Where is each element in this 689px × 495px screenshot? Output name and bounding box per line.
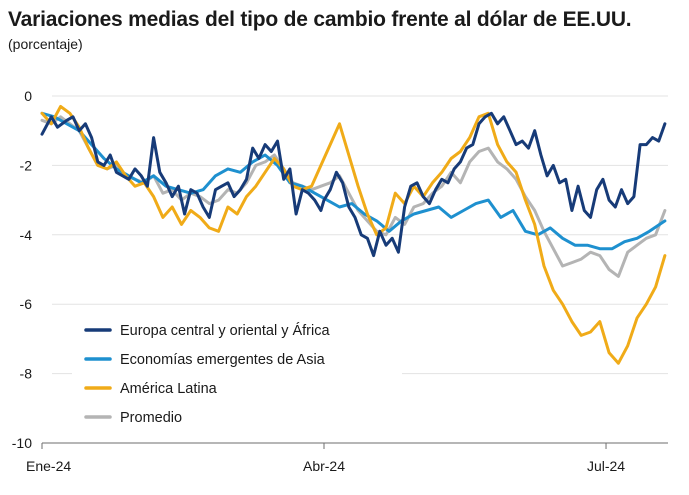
series-line <box>40 111 667 251</box>
series-line <box>40 115 667 278</box>
x-tick-label: Abr-24 <box>303 458 345 474</box>
x-axis: Ene-24 Abr-24 Jul-24 <box>26 442 668 474</box>
legend-label: Promedio <box>120 410 182 426</box>
legend-label: América Latina <box>120 381 218 397</box>
y-tick-label: 0 <box>24 88 32 104</box>
chart-subtitle: (porcentaje) <box>8 36 83 52</box>
legend-background <box>72 310 402 436</box>
y-tick-label: -4 <box>20 227 33 243</box>
x-tick-label: Jul-24 <box>587 458 625 474</box>
chart-title: Variaciones medias del tipo de cambio fr… <box>8 8 632 31</box>
series-line <box>40 111 667 258</box>
y-axis-ticks: 0 -2 -4 -6 -8 -10 <box>12 88 32 451</box>
legend-label: Economías emergentes de Asia <box>120 352 326 368</box>
y-tick-label: -2 <box>20 157 33 173</box>
series-lines <box>40 104 667 365</box>
y-tick-label: -8 <box>20 366 33 382</box>
legend-label: Europa central y oriental y África <box>120 322 330 339</box>
y-tick-label: -10 <box>12 435 32 451</box>
x-tick-label: Ene-24 <box>26 458 71 474</box>
y-tick-label: -6 <box>20 296 33 312</box>
legend: Europa central y oriental y África Econom… <box>72 310 402 436</box>
